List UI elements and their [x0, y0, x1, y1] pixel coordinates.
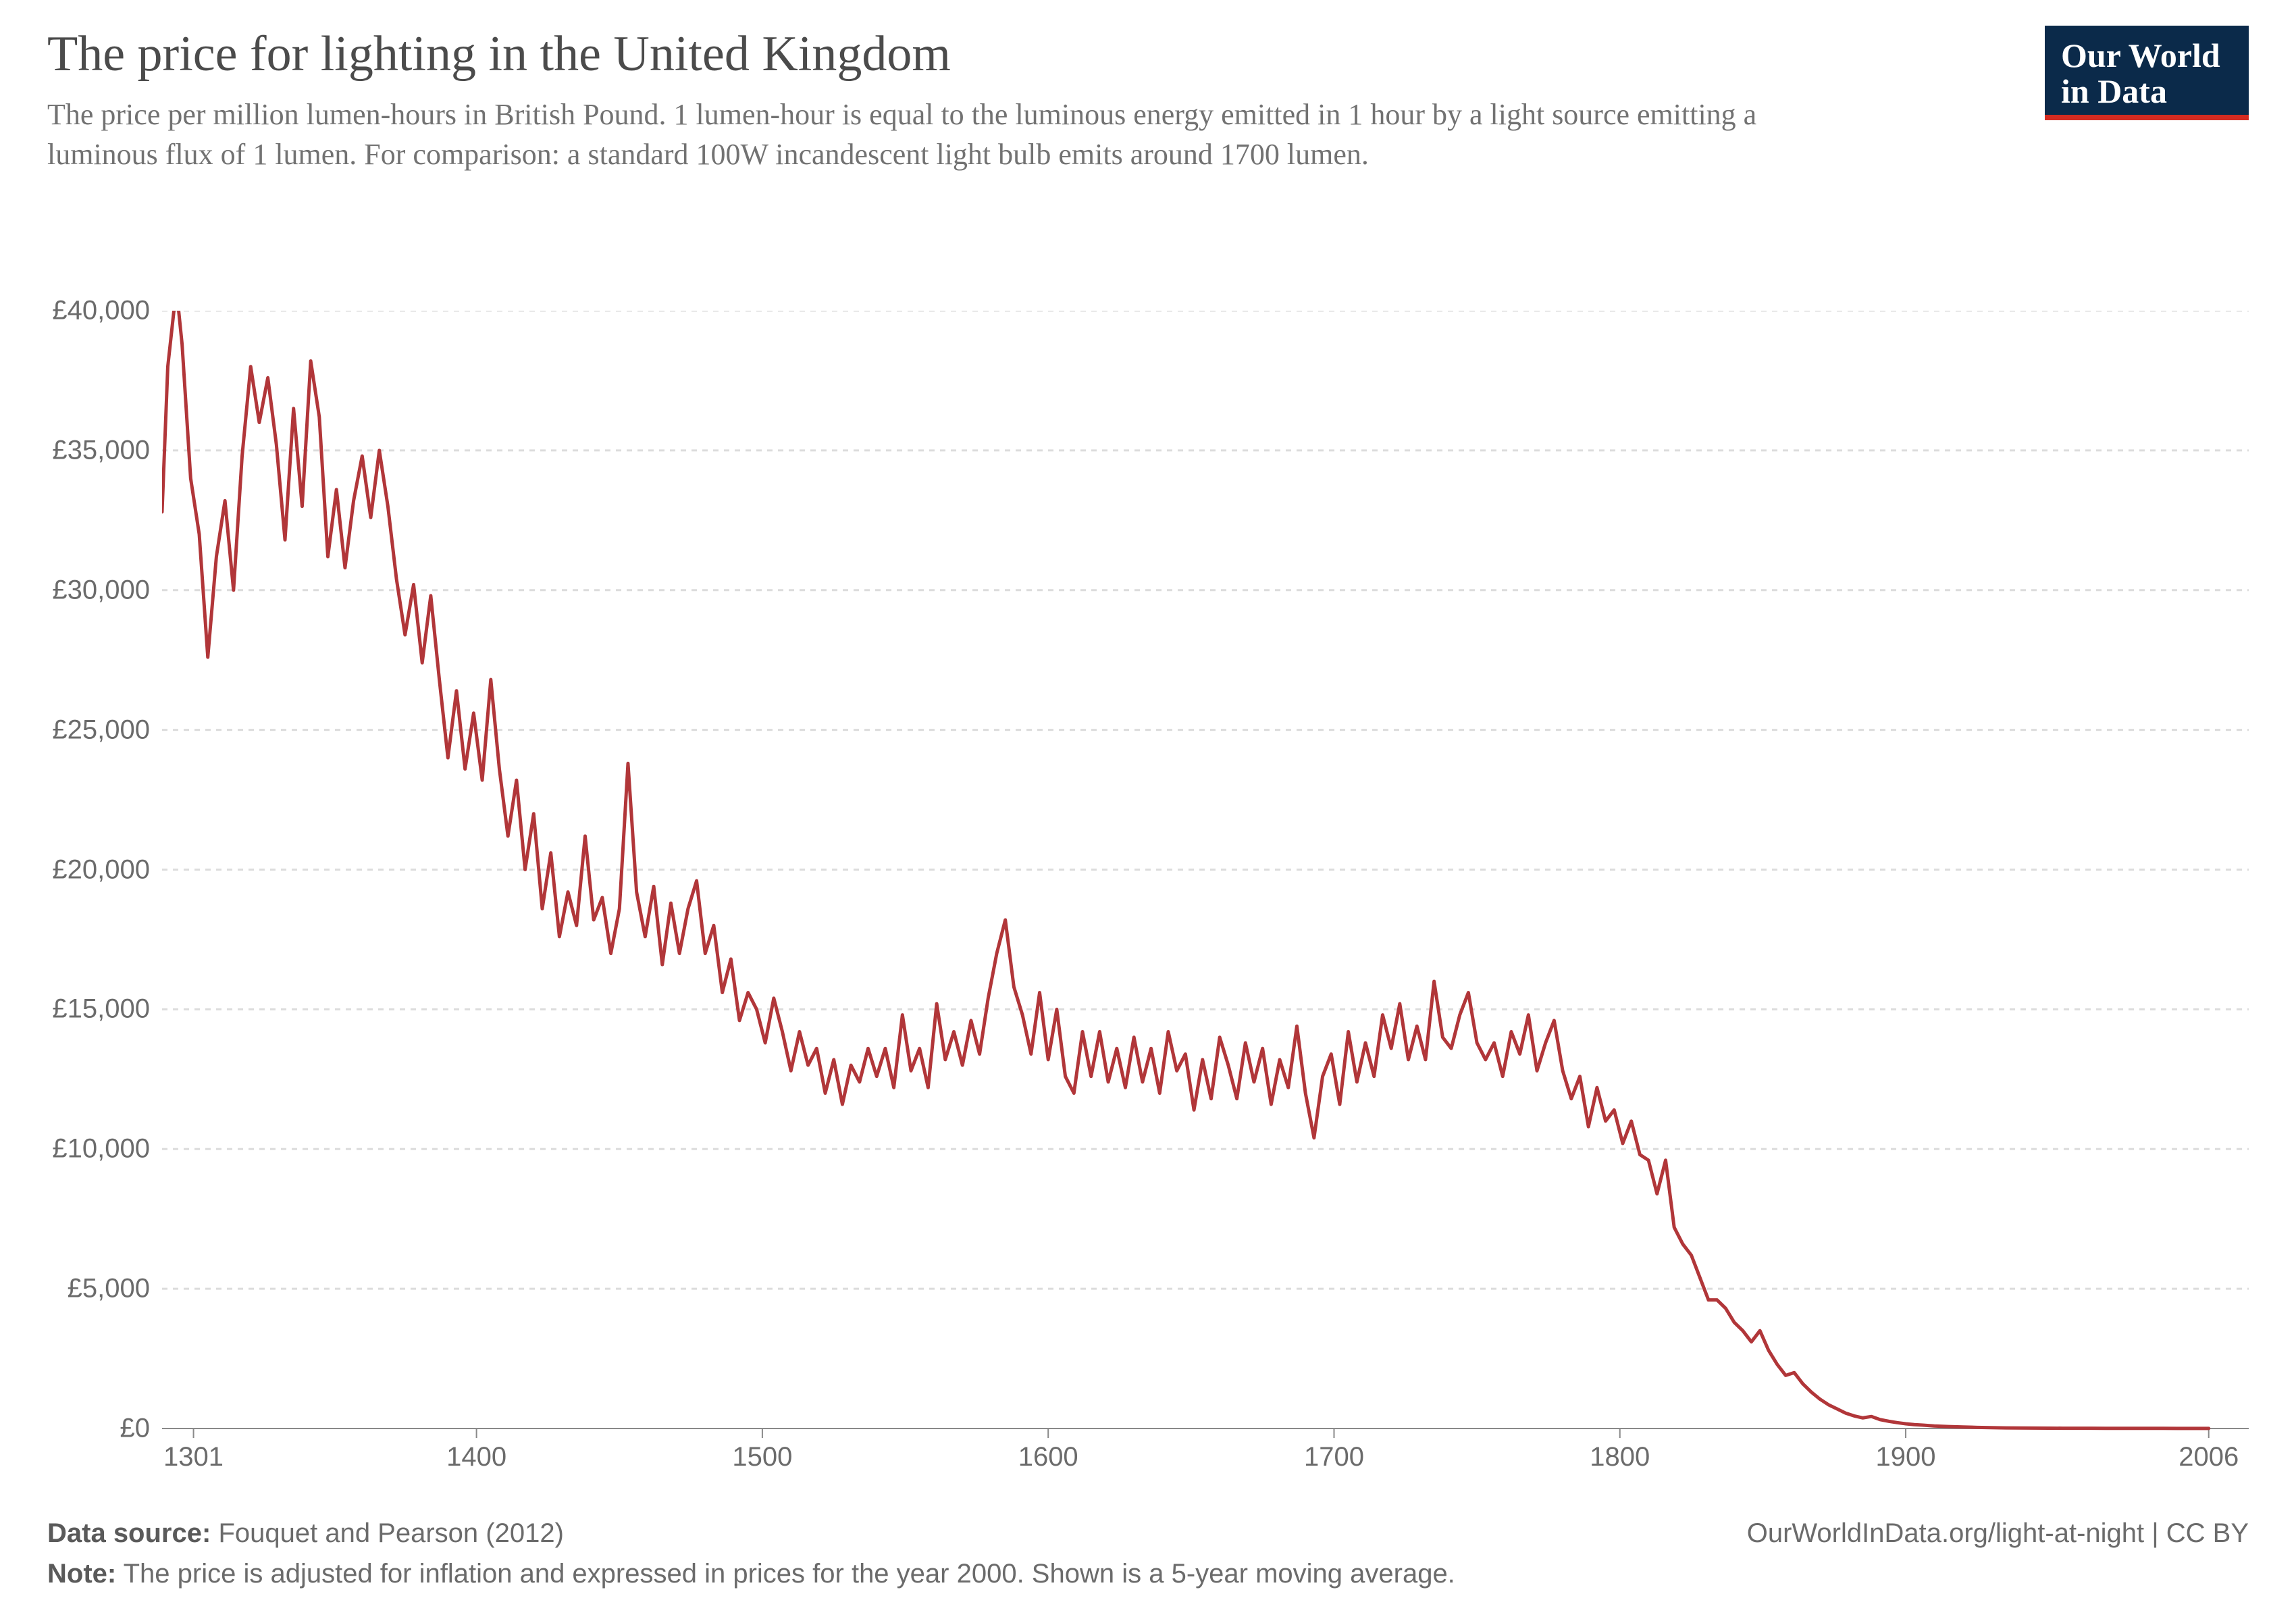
axis-tick-label: 1400 [446, 1442, 506, 1472]
logo-line2: in Data [2061, 74, 2233, 109]
axis-tick-label: £5,000 [68, 1274, 150, 1304]
owid-logo: Our World in Data [2045, 26, 2249, 120]
data-source-label: Data source: [47, 1518, 211, 1548]
logo-line1: Our World [2061, 38, 2233, 74]
chart-subtitle: The price per million lumen-hours in Bri… [47, 95, 1803, 175]
axis-tick-label: £25,000 [52, 715, 150, 745]
chart-title: The price for lighting in the United Kin… [47, 26, 2249, 83]
footer-note: Note: The price is adjusted for inflatio… [47, 1553, 2249, 1594]
line-chart [162, 311, 2249, 1449]
note-label: Note: [47, 1559, 116, 1589]
axis-tick-label: 1301 [163, 1442, 224, 1472]
axis-tick-label: 1500 [732, 1442, 792, 1472]
axis-tick-label: 1900 [1876, 1442, 1936, 1472]
attribution-text: OurWorldInData.org/light-at-night | CC B… [1747, 1513, 2249, 1553]
axis-tick-label: £40,000 [52, 296, 150, 326]
axis-tick-label: £30,000 [52, 575, 150, 605]
chart-header: The price for lighting in the United Kin… [47, 26, 2249, 175]
data-source-text: Fouquet and Pearson (2012) [218, 1518, 563, 1548]
axis-tick-label: £20,000 [52, 854, 150, 885]
axis-tick-label: 1600 [1018, 1442, 1078, 1472]
page-root: { "header": { "title": "The price for li… [0, 0, 2296, 1621]
axis-tick-label: £10,000 [52, 1134, 150, 1164]
note-text: The price is adjusted for inflation and … [124, 1559, 1455, 1589]
axis-tick-label: 2006 [2178, 1442, 2239, 1472]
axis-tick-label: £0 [120, 1414, 151, 1444]
axis-tick-label: 1700 [1304, 1442, 1364, 1472]
chart-footer: Data source: Fouquet and Pearson (2012) … [47, 1513, 2249, 1594]
axis-tick-label: £15,000 [52, 994, 150, 1025]
data-source: Data source: Fouquet and Pearson (2012) [47, 1513, 564, 1553]
axis-tick-label: £35,000 [52, 435, 150, 465]
axis-tick-label: 1800 [1590, 1442, 1650, 1472]
